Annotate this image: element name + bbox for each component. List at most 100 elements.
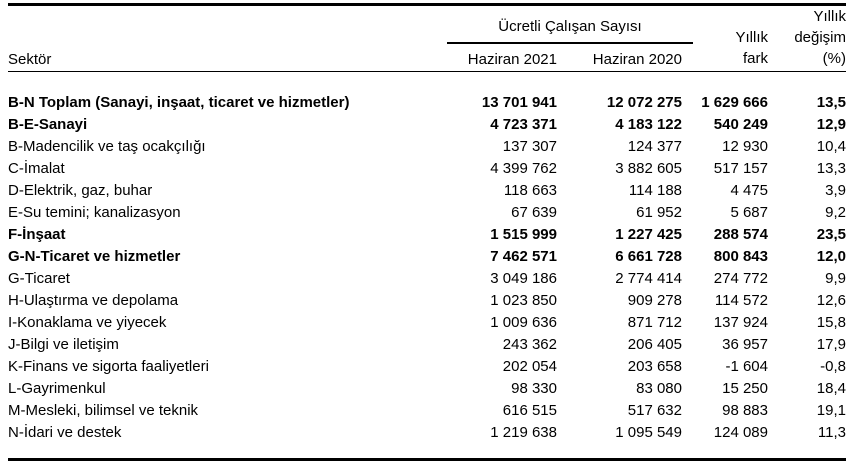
degisim-cell: 13,3	[816, 159, 846, 177]
h2020-cell: 61 952	[636, 203, 682, 221]
h2021-cell: 13 701 941	[481, 93, 557, 111]
table-row: G-Ticaret 3 049 186 2 774 414 274 772 9,…	[8, 268, 846, 290]
degisim-cell: -0,8	[820, 357, 846, 375]
sektor-cell: G-Ticaret	[8, 269, 70, 287]
column-group-ucretli-calisan: Ücretli Çalışan Sayısı Haziran 2021 Hazi…	[440, 4, 693, 72]
column-header-yillik-degisim: Yıllık değişim (%)	[768, 4, 846, 72]
h2021-cell: 118 663	[503, 181, 557, 199]
degisim-cell: 12,0	[816, 247, 846, 265]
h2021-cell: 3 049 186	[490, 269, 557, 287]
table-row: J-Bilgi ve iletişim 243 362 206 405 36 9…	[8, 334, 846, 356]
sektor-cell: F-İnşaat	[8, 225, 66, 243]
fark-cell: 124 089	[713, 423, 768, 441]
table-row: B-E-Sanayi 4 723 371 4 183 122 540 249 1…	[8, 114, 846, 136]
fark-cell: 800 843	[713, 247, 768, 265]
h2020-cell: 1 095 549	[615, 423, 682, 441]
table-row: E-Su temini; kanalizasyon 67 639 61 952 …	[8, 202, 846, 224]
h2020-cell: 114 188	[628, 181, 682, 199]
h2020-cell: 124 377	[627, 137, 682, 155]
h2021-cell: 1 023 850	[490, 291, 557, 309]
fark-cell: 517 157	[713, 159, 768, 177]
sektor-cell: E-Su temini; kanalizasyon	[8, 203, 181, 221]
sektor-cell: I-Konaklama ve yiyecek	[8, 313, 167, 331]
table-row: G-N-Ticaret ve hizmetler 7 462 571 6 661…	[8, 246, 846, 268]
table-row: L-Gayrimenkul 98 330 83 080 15 250 18,4	[8, 378, 846, 400]
table-row: B-N Toplam (Sanayi, inşaat, ticaret ve h…	[8, 92, 846, 114]
column-header-haziran-2021: Haziran 2021	[467, 51, 557, 68]
table-body: B-N Toplam (Sanayi, inşaat, ticaret ve h…	[8, 72, 846, 460]
degisim-cell: 13,5	[816, 93, 846, 111]
h2020-cell: 517 632	[627, 401, 682, 419]
h2021-cell: 67 639	[511, 203, 557, 221]
fark-cell: 274 772	[713, 269, 768, 287]
degisim-cell: 19,1	[816, 401, 846, 419]
spacer-row	[8, 444, 846, 460]
fark-cell: 15 250	[722, 379, 768, 397]
fark-cell: 137 924	[713, 313, 768, 331]
degisim-cell: 18,4	[816, 379, 846, 397]
h2021-cell: 4 399 762	[490, 159, 557, 177]
sektor-cell: J-Bilgi ve iletişim	[8, 335, 119, 353]
fark-cell: 540 249	[713, 115, 768, 133]
sektor-cell: K-Finans ve sigorta faaliyetleri	[8, 357, 209, 375]
h2021-cell: 1 219 638	[490, 423, 557, 441]
fark-cell: -1 604	[725, 357, 768, 375]
table-row: K-Finans ve sigorta faaliyetleri 202 054…	[8, 356, 846, 378]
h2020-cell: 4 183 122	[615, 115, 682, 133]
fark-cell: 98 883	[722, 401, 768, 419]
sektor-cell: M-Mesleki, bilimsel ve teknik	[8, 401, 199, 419]
sektor-cell: B-Madencilik ve taş ocakçılığı	[8, 137, 206, 155]
spacer-row	[8, 72, 846, 92]
column-header-haziran-2020: Haziran 2020	[592, 51, 682, 68]
degisim-cell: 9,2	[825, 203, 846, 221]
fark-cell: 5 687	[730, 203, 768, 221]
h2020-cell: 206 405	[627, 335, 682, 353]
h2021-cell: 1 009 636	[490, 313, 557, 331]
degisim-cell: 23,5	[816, 225, 846, 243]
paid-employees-table: Sektör Ücretli Çalışan Sayısı Haziran 20…	[8, 3, 846, 461]
sektor-cell: D-Elektrik, gaz, buhar	[8, 181, 153, 199]
h2021-cell: 137 307	[502, 137, 557, 155]
fark-cell: 4 475	[730, 181, 768, 199]
h2021-cell: 243 362	[502, 335, 557, 353]
degisim-cell: 3,9	[825, 181, 846, 199]
table-row: I-Konaklama ve yiyecek 1 009 636 871 712…	[8, 312, 846, 334]
degisim-cell: 12,9	[816, 115, 846, 133]
table-header: Sektör Ücretli Çalışan Sayısı Haziran 20…	[8, 4, 846, 72]
table-row: B-Madencilik ve taş ocakçılığı 137 307 1…	[8, 136, 846, 158]
table-row: F-İnşaat 1 515 999 1 227 425 288 574 23,…	[8, 224, 846, 246]
fark-cell: 114 572	[714, 291, 768, 309]
sektor-cell: L-Gayrimenkul	[8, 379, 106, 397]
degisim-cell: 15,8	[816, 313, 846, 331]
table-row: C-İmalat 4 399 762 3 882 605 517 157 13,…	[8, 158, 846, 180]
table-row: D-Elektrik, gaz, buhar 118 663 114 188 4…	[8, 180, 846, 202]
sektor-cell: B-E-Sanayi	[8, 115, 88, 133]
h2021-cell: 202 054	[502, 357, 557, 375]
h2020-cell: 203 658	[627, 357, 682, 375]
degisim-cell: 17,9	[816, 335, 846, 353]
h2021-cell: 7 462 571	[490, 247, 557, 265]
table-row: N-İdari ve destek 1 219 638 1 095 549 12…	[8, 422, 846, 444]
sektor-cell: H-Ulaştırma ve depolama	[8, 291, 179, 309]
table-row: M-Mesleki, bilimsel ve teknik 616 515 51…	[8, 400, 846, 422]
h2020-cell: 1 227 425	[615, 225, 682, 243]
h2020-cell: 12 072 275	[606, 93, 682, 111]
degisim-cell: 12,6	[816, 291, 846, 309]
h2021-cell: 4 723 371	[490, 115, 557, 133]
sektor-cell: B-N Toplam (Sanayi, inşaat, ticaret ve h…	[8, 93, 350, 111]
sektor-cell: G-N-Ticaret ve hizmetler	[8, 247, 181, 265]
fark-cell: 36 957	[722, 335, 768, 353]
h2020-cell: 2 774 414	[615, 269, 682, 287]
h2021-cell: 98 330	[511, 379, 557, 397]
column-header-sektor: Sektör	[8, 4, 440, 72]
h2020-cell: 3 882 605	[615, 159, 682, 177]
fark-cell: 288 574	[713, 225, 768, 243]
h2021-cell: 616 515	[502, 401, 557, 419]
group-title-with-underline: Ücretli Çalışan Sayısı	[447, 6, 693, 44]
h2020-cell: 909 278	[627, 291, 682, 309]
degisim-cell: 10,4	[816, 137, 846, 155]
table-row: H-Ulaştırma ve depolama 1 023 850 909 27…	[8, 290, 846, 312]
degisim-cell: 11,3	[817, 423, 846, 441]
group-title: Ücretli Çalışan Sayısı	[498, 18, 642, 35]
h2020-cell: 83 080	[636, 379, 682, 397]
